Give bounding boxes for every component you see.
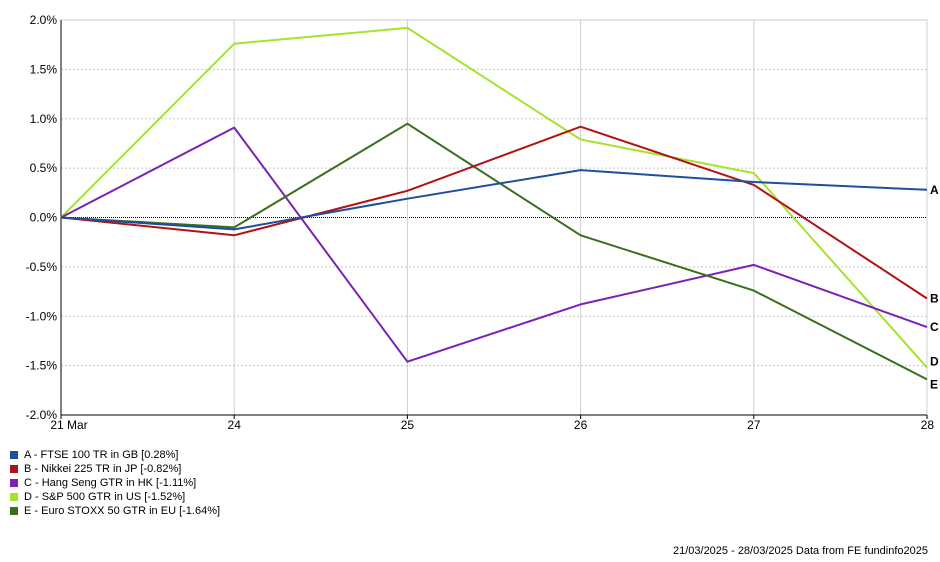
legend-item-d: D - S&P 500 GTR in US [-1.52%] bbox=[10, 490, 220, 504]
x-tick-label: 28 bbox=[921, 418, 935, 432]
line-chart: 2.0% 1.5% 1.0% 0.5% 0.0% -0.5% -1.0% -1.5% -2.0%… bbox=[26, 13, 939, 432]
y-tick-label: -1.5% bbox=[26, 359, 58, 373]
series-end-label-d: D bbox=[930, 355, 939, 369]
x-tick-label: 24 bbox=[228, 418, 242, 432]
legend-item-a: A - FTSE 100 TR in GB [0.28%] bbox=[10, 448, 220, 462]
y-tick-label: 2.0% bbox=[30, 13, 58, 27]
legend-label-d: D - S&P 500 GTR in US [-1.52%] bbox=[24, 491, 186, 503]
series-line-b bbox=[60, 125, 928, 300]
grid-lines bbox=[60, 19, 928, 416]
series-lines bbox=[60, 26, 928, 381]
legend-swatch-d bbox=[10, 493, 18, 501]
legend-swatch-a bbox=[10, 451, 18, 459]
legend-item-e: E - Euro STOXX 50 GTR in EU [-1.64%] bbox=[10, 504, 220, 518]
series-line-c bbox=[60, 126, 928, 363]
legend-label-a: A - FTSE 100 TR in GB [0.28%] bbox=[24, 449, 179, 461]
legend-swatch-e bbox=[10, 507, 18, 515]
series-end-label-e: E bbox=[930, 377, 938, 391]
legend: A - FTSE 100 TR in GB [0.28%] B - Nikkei… bbox=[10, 448, 220, 518]
x-tick-label: 26 bbox=[574, 418, 588, 432]
y-tick-label: 1.5% bbox=[30, 62, 58, 76]
legend-swatch-c bbox=[10, 479, 18, 487]
y-axis-ticks: 2.0% 1.5% 1.0% 0.5% 0.0% -0.5% -1.0% -1.5% -2.0% bbox=[26, 13, 58, 422]
legend-swatch-b bbox=[10, 465, 18, 473]
footer-source: 21/03/2025 - 28/03/2025 Data from FE fun… bbox=[672, 545, 928, 557]
legend-label-e: E - Euro STOXX 50 GTR in EU [-1.64%] bbox=[24, 505, 221, 517]
legend-item-b: B - Nikkei 225 TR in JP [-0.82%] bbox=[10, 462, 220, 476]
x-tick-label: 25 bbox=[401, 418, 415, 432]
series-end-labels: A B C DE bbox=[930, 183, 939, 392]
legend-label-c: C - Hang Seng GTR in HK [-1.11%] bbox=[24, 477, 197, 489]
y-tick-label: 0.5% bbox=[30, 161, 58, 175]
series-end-label-a: A bbox=[930, 183, 939, 197]
y-tick-label: 0.0% bbox=[30, 211, 58, 225]
x-tick-label: 21 Mar bbox=[50, 418, 87, 432]
y-tick-label: 1.0% bbox=[30, 112, 58, 126]
series-line-e bbox=[60, 122, 928, 381]
legend-item-c: C - Hang Seng GTR in HK [-1.11%] bbox=[10, 476, 220, 490]
y-tick-label: -0.5% bbox=[26, 260, 58, 274]
x-axis-ticks: 21 Mar 24 25 26 27 28 bbox=[50, 415, 934, 432]
series-line-a bbox=[60, 169, 928, 231]
x-tick-label: 27 bbox=[747, 418, 761, 432]
series-end-label-c: C bbox=[930, 320, 939, 334]
y-tick-label: -1.0% bbox=[26, 309, 58, 323]
legend-label-b: B - Nikkei 225 TR in JP [-0.82%] bbox=[24, 463, 182, 475]
series-line-d bbox=[60, 26, 928, 369]
y-tick-label: -2.0% bbox=[26, 408, 58, 422]
series-end-label-b: B bbox=[930, 291, 939, 305]
